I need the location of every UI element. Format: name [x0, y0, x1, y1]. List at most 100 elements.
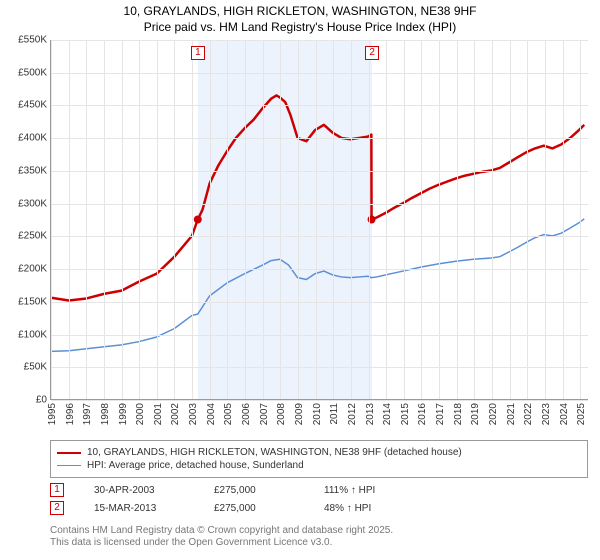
y-axis-label: £350K — [18, 165, 47, 176]
gridline-v — [404, 40, 405, 399]
legend-row: 10, GRAYLANDS, HIGH RICKLETON, WASHINGTO… — [57, 447, 581, 458]
gridline-v — [439, 40, 440, 399]
gridline-v — [122, 40, 123, 399]
legend-swatch — [57, 465, 81, 466]
x-axis-label: 1996 — [65, 403, 76, 425]
gridline-h — [51, 335, 588, 336]
gridline-v — [421, 40, 422, 399]
gridline-h — [51, 367, 588, 368]
gridline-h — [51, 204, 588, 205]
x-axis-label: 2003 — [188, 403, 199, 425]
y-axis-label: £400K — [18, 133, 47, 144]
transaction-row: 130-APR-2003£275,000111% ↑ HPI — [50, 483, 588, 497]
gridline-v — [510, 40, 511, 399]
gridline-v — [369, 40, 370, 399]
gridline-h — [51, 40, 588, 41]
legend-swatch — [57, 452, 81, 454]
x-axis-label: 1999 — [118, 403, 129, 425]
gridline-v — [157, 40, 158, 399]
x-axis-label: 1995 — [47, 403, 58, 425]
transaction-price: £275,000 — [214, 503, 294, 514]
gridline-v — [174, 40, 175, 399]
transaction-pct: 48% ↑ HPI — [324, 503, 404, 514]
gridline-v — [333, 40, 334, 399]
x-axis-label: 2014 — [382, 403, 393, 425]
transaction-price: £275,000 — [214, 485, 294, 496]
chart-svg — [51, 40, 588, 399]
x-axis-label: 2025 — [576, 403, 587, 425]
plot-area: £0£50K£100K£150K£200K£250K£300K£350K£400… — [50, 40, 588, 400]
x-axis-label: 2001 — [153, 403, 164, 425]
gridline-v — [351, 40, 352, 399]
transaction-marker: 1 — [50, 483, 64, 497]
gridline-h — [51, 171, 588, 172]
legend: 10, GRAYLANDS, HIGH RICKLETON, WASHINGTO… — [50, 440, 588, 478]
gridline-v — [386, 40, 387, 399]
gridline-h — [51, 236, 588, 237]
x-axis-label: 2024 — [559, 403, 570, 425]
gridline-v — [492, 40, 493, 399]
gridline-h — [51, 302, 588, 303]
transaction-marker: 2 — [50, 501, 64, 515]
x-axis-label: 2013 — [365, 403, 376, 425]
y-axis-label: £500K — [18, 67, 47, 78]
footer-line-2: This data is licensed under the Open Gov… — [50, 537, 393, 549]
gridline-h — [51, 73, 588, 74]
gridline-v — [51, 40, 52, 399]
y-axis-label: £550K — [18, 35, 47, 46]
gridline-v — [545, 40, 546, 399]
legend-label: 10, GRAYLANDS, HIGH RICKLETON, WASHINGTO… — [87, 447, 462, 458]
x-axis-label: 2017 — [435, 403, 446, 425]
transaction-date: 15-MAR-2013 — [94, 503, 184, 514]
y-axis-label: £50K — [24, 362, 47, 373]
legend-row: HPI: Average price, detached house, Sund… — [57, 460, 581, 471]
gridline-v — [474, 40, 475, 399]
y-axis-label: £100K — [18, 329, 47, 340]
footer-line-1: Contains HM Land Registry data © Crown c… — [50, 525, 393, 537]
transaction-table: 130-APR-2003£275,000111% ↑ HPI215-MAR-20… — [50, 483, 588, 519]
x-axis-label: 1998 — [100, 403, 111, 425]
transaction-date: 30-APR-2003 — [94, 485, 184, 496]
y-axis-label: £450K — [18, 100, 47, 111]
x-axis-label: 2018 — [453, 403, 464, 425]
x-axis-label: 2021 — [506, 403, 517, 425]
legend-label: HPI: Average price, detached house, Sund… — [87, 460, 304, 471]
gridline-h — [51, 105, 588, 106]
gridline-v — [210, 40, 211, 399]
gridline-v — [227, 40, 228, 399]
sale-marker-dot — [194, 216, 202, 224]
gridline-v — [457, 40, 458, 399]
gridline-h — [51, 138, 588, 139]
gridline-v — [280, 40, 281, 399]
gridline-v — [139, 40, 140, 399]
x-axis-label: 2019 — [470, 403, 481, 425]
sale-marker-box: 1 — [191, 46, 205, 60]
gridline-v — [527, 40, 528, 399]
x-axis-label: 2000 — [135, 403, 146, 425]
x-axis-label: 2005 — [223, 403, 234, 425]
x-axis-label: 1997 — [82, 403, 93, 425]
x-axis-label: 2022 — [523, 403, 534, 425]
x-axis-label: 2008 — [276, 403, 287, 425]
gridline-v — [563, 40, 564, 399]
gridline-v — [298, 40, 299, 399]
y-axis-label: £250K — [18, 231, 47, 242]
x-axis-label: 2004 — [206, 403, 217, 425]
x-axis-label: 2015 — [400, 403, 411, 425]
chart-container: 10, GRAYLANDS, HIGH RICKLETON, WASHINGTO… — [0, 0, 600, 560]
title-line-2: Price paid vs. HM Land Registry's House … — [0, 20, 600, 36]
gridline-v — [86, 40, 87, 399]
x-axis-label: 2023 — [541, 403, 552, 425]
sale-marker-box: 2 — [365, 46, 379, 60]
transaction-row: 2 15-MAR-2013 £275,000 48% ↑ HPI — [50, 501, 588, 515]
x-axis-label: 2011 — [329, 403, 340, 425]
footer: Contains HM Land Registry data © Crown c… — [50, 525, 393, 549]
title-line-1: 10, GRAYLANDS, HIGH RICKLETON, WASHINGTO… — [0, 4, 600, 20]
x-axis-label: 2020 — [488, 403, 499, 425]
x-axis-label: 2007 — [259, 403, 270, 425]
gridline-v — [192, 40, 193, 399]
y-axis-label: £0 — [36, 395, 47, 406]
x-axis-label: 2010 — [312, 403, 323, 425]
x-axis-label: 2006 — [241, 403, 252, 425]
x-axis-label: 2012 — [347, 403, 358, 425]
